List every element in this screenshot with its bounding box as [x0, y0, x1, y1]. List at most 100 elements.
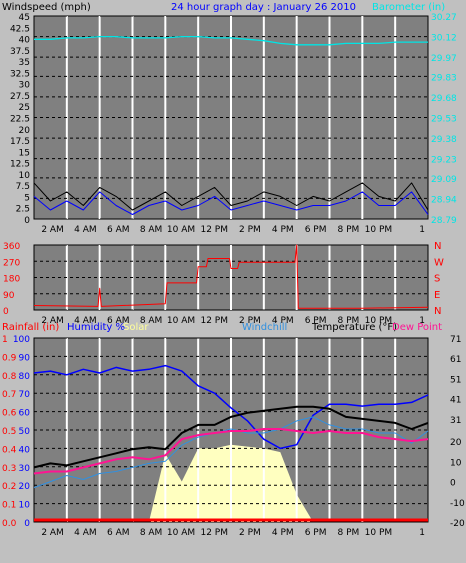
temperature-line: [33, 405, 429, 469]
wind-tick-label: 15: [19, 148, 30, 158]
humidity-line: [33, 364, 429, 450]
direction-x-tick-label: 10 AM: [167, 316, 195, 326]
temperature-tick-label: 61: [450, 355, 461, 365]
barometer-tick-label: 30.12: [431, 34, 457, 44]
wind-tick-label: 25: [19, 103, 30, 113]
temp-x-tick-label: 2 PM: [239, 528, 261, 538]
rain-tick-label: 0.0: [2, 519, 17, 529]
wind-x-tick-label: 6 AM: [107, 225, 130, 235]
temperature-tick-label: -20: [450, 519, 465, 529]
wind-tick-label: 35: [19, 58, 30, 68]
wind-tick-label: 22.5: [10, 115, 30, 125]
rain-tick-label: 0.8: [2, 372, 17, 382]
temperature-tick-label: 51: [450, 375, 461, 385]
temp-x-tick-label: 10 AM: [167, 528, 195, 538]
direction-x-tick-label: 2 AM: [41, 316, 64, 326]
wind-tick-label: 7.5: [16, 182, 30, 192]
wind-tick-label: 12.5: [10, 160, 30, 170]
barometer-tick-label: 29.23: [431, 156, 457, 166]
temperature-tick-label: 0: [450, 479, 456, 489]
direction-tick-label: 0: [3, 307, 9, 317]
wind-x-tick-label: 12 PM: [200, 225, 228, 235]
barometer-tick-label: 29.97: [431, 54, 457, 64]
wind-tick-label: 27.5: [10, 92, 30, 102]
barometer-tick-label: 28.79: [431, 216, 457, 226]
wind-average-line: [33, 191, 429, 215]
wind-x-tick-label: 8 AM: [140, 225, 163, 235]
wind-x-tick-label: 2 AM: [41, 225, 64, 235]
temp-x-tick-label: 6 PM: [305, 528, 327, 538]
direction-x-tick-label: 4 PM: [272, 316, 294, 326]
wind-direction-line: [33, 244, 429, 309]
wind-tick-label: 17.5: [10, 137, 30, 147]
chart-title: 24 hour graph day : January 26 2010: [171, 2, 356, 13]
wind-tick-label: 5: [24, 193, 30, 203]
compass-label: W: [434, 257, 444, 268]
barometer-tick-label: 29.53: [431, 115, 457, 125]
rain-tick-label: 0.3: [2, 464, 16, 474]
dewpoint-line: [33, 428, 429, 475]
rain-tick-label: 0.2: [2, 482, 16, 492]
humidity-tick-label: 20: [19, 482, 31, 492]
direction-x-tick-label: 4 AM: [74, 316, 97, 326]
barometer-tick-label: 30.27: [431, 13, 457, 23]
rain-tick-label: 0.4: [2, 445, 17, 455]
direction-tick-label: 180: [3, 275, 20, 285]
wind-tick-label: 37.5: [10, 47, 30, 57]
humidity-tick-label: 100: [13, 335, 30, 345]
wind-tick-label: 2.5: [16, 205, 30, 215]
temperature-tick-label: 20: [450, 438, 462, 448]
rain-tick-label: 0.5: [2, 427, 16, 437]
direction-x-tick-label: 6 PM: [305, 316, 327, 326]
wind-speed-line: [33, 182, 429, 211]
temp-x-tick-label: 4 PM: [272, 528, 294, 538]
wind-x-tick-label: 6 PM: [305, 225, 327, 235]
barometer-tick-label: 28.94: [431, 195, 457, 205]
humidity-tick-label: 90: [19, 353, 31, 363]
temperature-tick-label: 31: [450, 416, 461, 426]
compass-label: S: [434, 274, 440, 285]
temp-x-tick-label: 12 PM: [200, 528, 228, 538]
dewpoint-label: Dew Point: [392, 322, 442, 333]
rain-tick-label: 0.7: [2, 390, 16, 400]
barometer-line: [34, 35, 428, 46]
barometer-tick-label: 29.09: [431, 175, 457, 185]
barometer-tick-label: 29.38: [431, 135, 457, 145]
solar-label: Solar: [123, 322, 149, 333]
wind-tick-label: 45: [19, 13, 30, 23]
humidity-tick-label: 50: [19, 427, 31, 437]
wind-tick-label: 32.5: [10, 69, 30, 79]
windchill-line: [33, 416, 429, 489]
wind-tick-label: 10: [19, 171, 31, 181]
windchill-label: Windchill: [242, 322, 287, 333]
humidity-tick-label: 10: [19, 501, 31, 511]
humidity-tick-label: 0: [24, 519, 30, 529]
wind-x-tick-label: 4 AM: [74, 225, 97, 235]
direction-x-tick-label: 6 AM: [107, 316, 130, 326]
wind-x-tick-label: 4 PM: [272, 225, 294, 235]
compass-label: E: [434, 290, 440, 301]
humidity-tick-label: 70: [19, 390, 31, 400]
rain-tick-label: 0.9: [2, 353, 17, 363]
temperature-label: Temperature (°F): [311, 322, 397, 333]
barometer-tick-label: 29.68: [431, 94, 457, 104]
temperature-tick-label: 10: [450, 458, 462, 468]
direction-x-tick-label: 8 PM: [338, 316, 360, 326]
direction-tick-label: 360: [3, 242, 20, 252]
rainfall-label: Rainfall (in): [2, 322, 59, 333]
wind-tick-label: 42.5: [10, 24, 30, 34]
wind-tick-label: 0: [24, 216, 30, 226]
temp-x-tick-label: 6 AM: [107, 528, 130, 538]
direction-x-tick-label: 2 PM: [239, 316, 261, 326]
temp-x-tick-label: 4 AM: [74, 528, 97, 538]
temp-x-tick-label: 1: [419, 528, 425, 538]
wind-x-tick-label: 2 PM: [239, 225, 261, 235]
rain-tick-label: 1: [2, 335, 8, 345]
rain-tick-label: 0.1: [2, 501, 16, 511]
barometer-axis-label: Barometer (in): [372, 2, 445, 13]
temp-x-tick-label: 8 AM: [140, 528, 163, 538]
temperature-tick-label: 71: [450, 335, 461, 345]
wind-tick-label: 40: [19, 36, 31, 46]
